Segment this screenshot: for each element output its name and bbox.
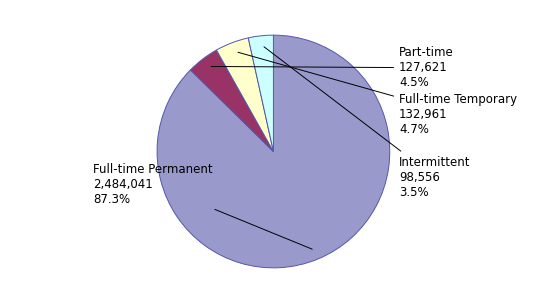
Text: Full-time Permanent
2,484,041
87.3%: Full-time Permanent 2,484,041 87.3%: [93, 163, 312, 249]
Text: Part-time
127,621
4.5%: Part-time 127,621 4.5%: [211, 46, 454, 89]
Text: Full-time Temporary
132,961
4.7%: Full-time Temporary 132,961 4.7%: [238, 52, 517, 136]
Wedge shape: [248, 35, 273, 152]
Wedge shape: [217, 38, 273, 152]
Text: Intermittent
98,556
3.5%: Intermittent 98,556 3.5%: [264, 47, 470, 198]
Wedge shape: [157, 35, 390, 268]
Wedge shape: [190, 50, 273, 152]
